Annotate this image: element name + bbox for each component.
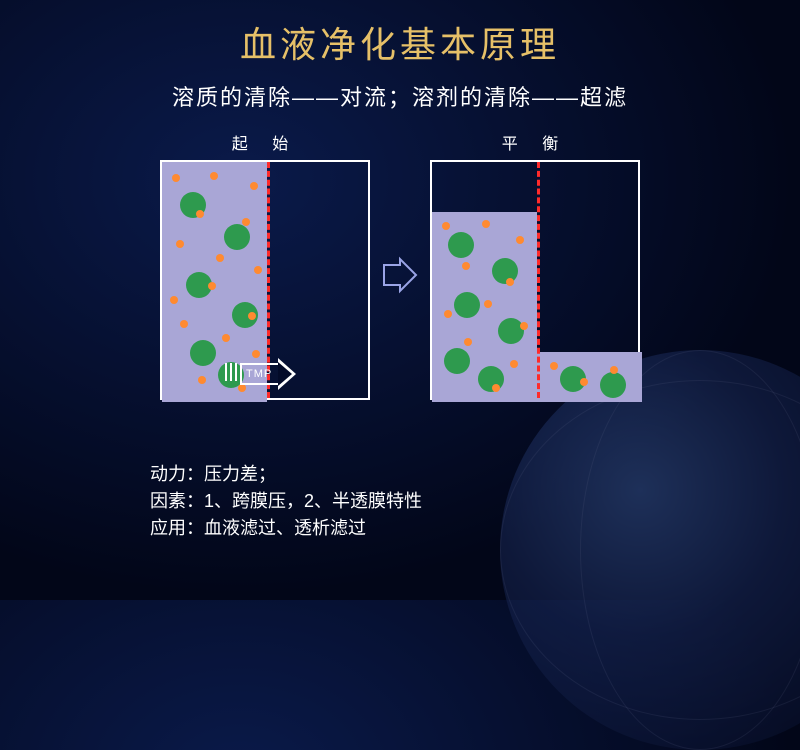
box-initial: TMP [160,160,370,400]
large-particle [478,366,504,392]
small-particle [170,296,178,304]
small-particle [506,278,514,286]
large-particle [444,348,470,374]
membrane [537,162,540,398]
panel-initial-label: 起 始 [160,130,370,154]
small-particle [242,218,250,226]
small-particle [520,322,528,330]
tmp-label: TMP [240,363,278,385]
small-particle [516,236,524,244]
footer-line-3: 应用：血液滤过、透析滤过 [150,515,422,542]
small-particle [610,366,618,374]
small-particle [484,300,492,308]
large-particle [600,372,626,398]
tmp-arrow: TMP [225,358,296,390]
diagram-area: 起 始 TMP 平 衡 [0,130,800,420]
panel-equilibrium-label: 平 衡 [430,130,640,154]
small-particle [180,320,188,328]
page-title: 血液净化基本原理 [0,0,800,68]
small-particle [464,338,472,346]
small-particle [250,182,258,190]
small-particle [462,262,470,270]
small-particle [216,254,224,262]
footer-line-1: 动力：压力差； [150,461,422,488]
footer-text: 动力：压力差； 因素：1、跨膜压，2、半透膜特性 应用：血液滤过、透析滤过 [150,461,422,542]
small-particle [196,210,204,218]
small-particle [444,310,452,318]
large-particle [224,224,250,250]
small-particle [442,222,450,230]
small-particle [222,334,230,342]
small-particle [492,384,500,392]
footer-line-2: 因素：1、跨膜压，2、半透膜特性 [150,488,422,515]
small-particle [208,282,216,290]
large-particle [492,258,518,284]
subtitle: 溶质的清除——对流；溶剂的清除——超滤 [0,80,800,112]
large-particle [454,292,480,318]
fluid-region [537,352,642,402]
small-particle [248,312,256,320]
small-particle [482,220,490,228]
small-particle [550,362,558,370]
large-particle [498,318,524,344]
small-particle [210,172,218,180]
small-particle [172,174,180,182]
box-equilibrium [430,160,640,400]
small-particle [176,240,184,248]
large-particle [190,340,216,366]
small-particle [198,376,206,384]
small-particle [580,378,588,386]
panel-equilibrium: 平 衡 [430,130,640,400]
small-particle [254,266,262,274]
panel-initial: 起 始 TMP [160,130,370,400]
small-particle [510,360,518,368]
small-particle [252,350,260,358]
large-particle [448,232,474,258]
transition-arrow [380,255,420,295]
